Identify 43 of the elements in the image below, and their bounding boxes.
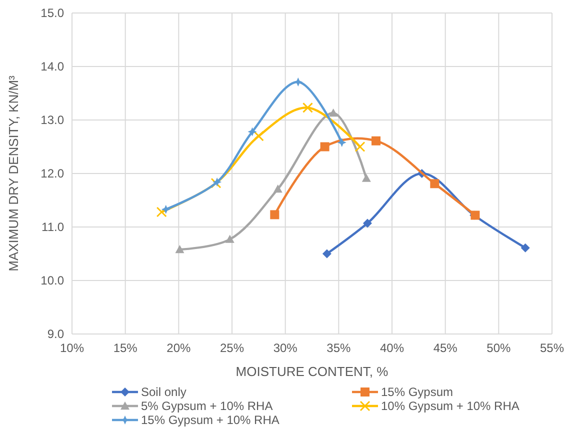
point bbox=[225, 234, 234, 243]
legend-label: 15% Gypsum + 10% RHA bbox=[141, 413, 280, 428]
x-tick-label: 30% bbox=[273, 341, 298, 355]
point bbox=[322, 249, 332, 258]
point bbox=[337, 138, 346, 147]
x-tick-label: 50% bbox=[486, 341, 511, 355]
point bbox=[430, 179, 440, 188]
point bbox=[354, 142, 366, 152]
point bbox=[520, 243, 530, 252]
legend-label: 5% Gypsum + 10% RHA bbox=[141, 399, 273, 414]
point bbox=[362, 218, 372, 228]
x-tick-label: 15% bbox=[113, 341, 138, 355]
point bbox=[253, 130, 264, 142]
point bbox=[302, 102, 313, 113]
y-tick-label: 12.0 bbox=[40, 166, 64, 181]
y-tick-label: 13.0 bbox=[40, 113, 64, 128]
point bbox=[270, 210, 280, 220]
x-tick-label: 45% bbox=[433, 341, 458, 355]
point bbox=[362, 174, 371, 182]
point bbox=[248, 127, 257, 136]
y-tick-label: 9.0 bbox=[47, 327, 64, 342]
point bbox=[273, 184, 282, 193]
x-axis-title: MOISTURE CONTENT, % bbox=[236, 364, 389, 379]
x-tick-label: 10% bbox=[60, 341, 84, 355]
point bbox=[328, 108, 338, 117]
x-tick-label: 20% bbox=[166, 341, 191, 355]
y-tick-label: 15.0 bbox=[40, 6, 64, 20]
y-tick-label: 11.0 bbox=[42, 220, 64, 234]
x-tick-label: 55% bbox=[540, 341, 564, 355]
x-tick-label: 40% bbox=[380, 341, 404, 355]
point bbox=[156, 206, 167, 218]
point bbox=[320, 142, 330, 152]
legend-label: 10% Gypsum + 10% RHA bbox=[381, 399, 520, 414]
point bbox=[175, 244, 184, 254]
point bbox=[161, 204, 170, 214]
y-axis-title: MAXIMUM DRY DENSITY, KN/M³ bbox=[6, 74, 21, 272]
point bbox=[372, 136, 380, 146]
y-tick-label: 14.0 bbox=[40, 60, 64, 74]
legend-label: Soil only bbox=[141, 385, 186, 400]
legend-label: 15% Gypsum bbox=[381, 385, 454, 400]
x-tick-label: 35% bbox=[326, 341, 351, 355]
x-tick-label: 25% bbox=[220, 341, 244, 355]
y-tick-label: 10.0 bbox=[40, 274, 64, 288]
